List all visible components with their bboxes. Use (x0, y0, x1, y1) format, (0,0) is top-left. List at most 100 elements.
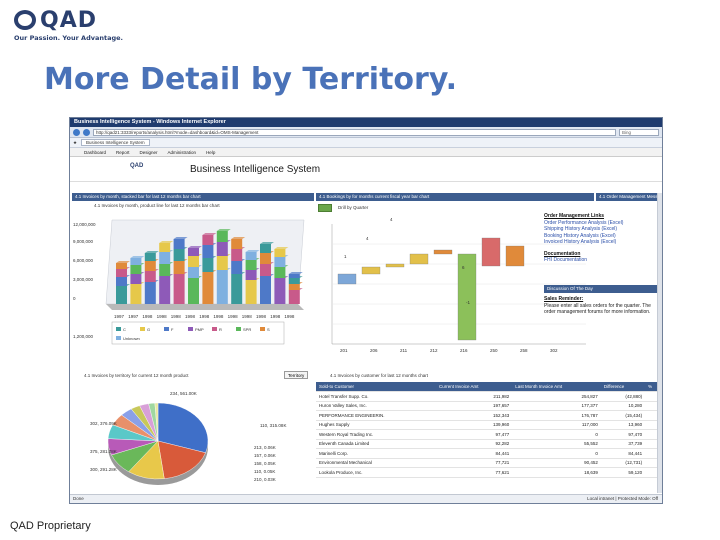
column-header[interactable]: Last Month Invoice Amt (512, 382, 601, 392)
waterfall-bar (457, 253, 477, 341)
x-tick-label: 1998 (270, 314, 281, 319)
bar-segment (260, 276, 271, 304)
drill-dropdown-icon[interactable] (318, 204, 332, 212)
bar-segment (216, 256, 228, 270)
table-cell: 84,441 (435, 448, 513, 459)
y-tick-label: 1,200,000 (73, 334, 94, 339)
status-left: Done (73, 496, 84, 501)
table-cell (645, 420, 662, 430)
back-icon[interactable] (73, 128, 80, 136)
app-menu: Dashboard Report Designer Administration… (70, 148, 662, 157)
x-tick-label: 1998 (228, 314, 239, 319)
address-input[interactable]: http://qad21:3333/reports/analysis.html?… (93, 128, 616, 136)
table-row[interactable]: Hughes Supply 139,960 117,000 13,960 (316, 420, 662, 430)
column-header[interactable]: % (645, 382, 662, 392)
forward-icon[interactable] (83, 128, 90, 136)
pie-slice (157, 402, 209, 453)
pie-label: 157, 0.06K (254, 453, 276, 458)
documentation-link[interactable]: FHI Documentation (544, 257, 588, 263)
legend-swatch (116, 327, 121, 331)
bar-top (260, 242, 274, 244)
order-mgmt-panel: Order Management Links Order Performance… (544, 213, 660, 264)
table-cell (645, 458, 662, 468)
bar-segment (288, 284, 300, 290)
bar-segment (231, 239, 243, 249)
pie-label: 110, 0.05K (254, 469, 275, 474)
menu-item-dashboard[interactable]: Dashboard (84, 149, 107, 155)
bar-segment (188, 248, 199, 256)
order-mgmt-link[interactable]: Invoiced History Analysis (Excel) (544, 239, 617, 245)
bar-segment (173, 261, 185, 274)
column-header[interactable]: Difference (600, 382, 646, 392)
order-mgmt-link[interactable]: Booking History Analysis (Excel) (544, 232, 616, 239)
legend-swatch (236, 327, 241, 331)
x-tick-label: 1997 (114, 314, 125, 319)
bar-segment (116, 263, 127, 269)
table-cell: 152,343 (435, 410, 513, 421)
legend-swatch (260, 327, 265, 331)
order-mgmt-links-title: Order Management Links (544, 213, 605, 219)
menu-item-help[interactable]: Help (206, 149, 216, 155)
star-icon[interactable]: ★ (73, 139, 78, 145)
x-tick-label: 1997 (128, 314, 139, 319)
x-tick-label: 1998 (256, 314, 267, 319)
bar-segment (202, 235, 214, 245)
browser-window: Business Intelligence System - Windows I… (69, 117, 663, 504)
y-tick-label: 3,000,000 (73, 277, 94, 282)
table-row[interactable]: Lookola Produce, Inc. 77,621 18,639 59,120 (316, 467, 662, 478)
bar-segment (188, 256, 199, 267)
table-row[interactable]: Environmental Mechanical 77,721 90,452 (12,… (316, 458, 662, 468)
panel-customer-subtitle: 4.1 Invoices by customer for last 12 mon… (330, 373, 429, 378)
bar-segment (216, 242, 228, 256)
bar-segment (216, 270, 228, 304)
order-mgmt-link[interactable]: Shipping History Analysis (Excel) (544, 226, 618, 232)
table-row[interactable]: Eleventh Canada Limited 92,282 55,552 37,73… (316, 439, 662, 449)
bar-segment (173, 274, 185, 304)
bar-segment (245, 270, 257, 280)
data-label: 6 (462, 265, 465, 270)
y-tick-label: 9,000,000 (73, 239, 94, 244)
y-tick-label: 6,000,000 (73, 258, 94, 263)
table-row[interactable]: Marinelli Corp. 84,441 0 84,441 (316, 448, 662, 459)
column-header[interactable]: Current Invoice Amt (435, 382, 513, 392)
drill-label[interactable]: Drill by Quarter (338, 205, 369, 210)
table-cell (645, 410, 662, 421)
bar-segment (159, 252, 171, 264)
x-tick-label: 1998 (242, 314, 253, 319)
table-row[interactable]: PERFORMANCE ENGINEERIN. 152,343 176,787 (15… (316, 410, 662, 421)
table-row[interactable]: Western Royal Trading Inc. 97,477 0 97,470 (316, 429, 662, 440)
bar-top (288, 272, 303, 274)
panel-invoices-month-header: 4.1 Invoices by month, stacked bar for l… (72, 193, 314, 201)
order-mgmt-link[interactable]: Order Performance Analysis (Excel) (544, 219, 624, 226)
bar-segment (202, 258, 214, 272)
bar-top (144, 251, 159, 253)
menu-item-report[interactable]: Report (116, 149, 130, 155)
column-header[interactable]: Sold-to Customer (316, 382, 436, 392)
table-cell (645, 439, 662, 449)
menu-item-designer[interactable]: Designer (139, 149, 158, 155)
pie-label: 210, 0.03K (254, 477, 276, 482)
x-tick-label: 1998 (213, 314, 224, 319)
pie-label: 375, 281.08K (90, 449, 117, 454)
qad-logo: QAD Our Passion. Your Advantage. (14, 8, 134, 42)
territory-button[interactable]: Territory (284, 371, 309, 379)
table-cell: 0 (512, 448, 601, 459)
menu-item-administration[interactable]: Administration (167, 149, 197, 155)
search-input[interactable]: Bing (619, 128, 659, 136)
legend-label: Unknown (123, 336, 140, 341)
invoices-bar-chart: 12,000,000 9,000,000 6,000,000 3,000,000 0 1,… (72, 210, 314, 358)
bar-segment (144, 282, 156, 304)
vertical-scrollbar[interactable] (657, 193, 662, 493)
bar-segment (173, 239, 185, 249)
x-tick-label: 212 (430, 348, 438, 353)
table-row[interactable]: Hotel Transfer Supp. Co. 211,982 254,827 (4… (316, 391, 662, 402)
x-tick-label: 1998 (185, 314, 196, 319)
pie-label: 158, 0.05K (254, 461, 276, 466)
bar-segment (116, 277, 127, 286)
waterfall-bar (433, 249, 453, 255)
data-label: -1 (466, 300, 470, 305)
table-row[interactable]: Huron Valley Sales, Inc. 197,657 177,377 10… (316, 401, 662, 411)
table-cell: 254,827 (512, 391, 601, 402)
tab-bi-system[interactable]: Business Intelligence System (81, 139, 150, 146)
